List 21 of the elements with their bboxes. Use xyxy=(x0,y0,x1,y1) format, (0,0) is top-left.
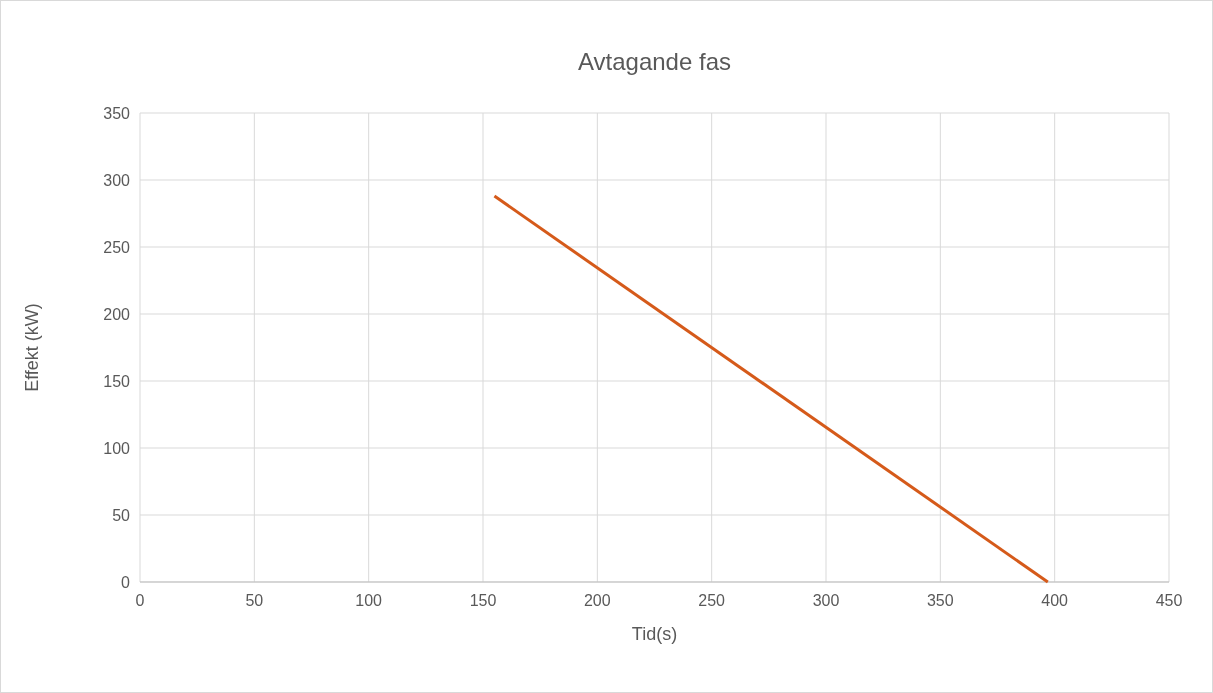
x-tick-label: 50 xyxy=(245,592,264,609)
x-tick-label: 0 xyxy=(135,592,145,609)
y-tick-label: 50 xyxy=(112,506,131,524)
x-tick-label: 200 xyxy=(583,592,611,609)
y-axis-title: Effekt (kW) xyxy=(22,303,42,392)
x-axis-title: Tid(s) xyxy=(631,624,678,644)
y-tick-label: 350 xyxy=(103,104,131,122)
chart-title: Avtagande fas xyxy=(577,48,732,75)
x-tick-label: 400 xyxy=(1041,592,1069,609)
y-tick-label: 100 xyxy=(103,439,131,457)
y-tick-label: 0 xyxy=(121,573,131,591)
y-tick-label: 250 xyxy=(103,238,131,256)
y-tick-label: 300 xyxy=(103,171,131,189)
x-tick-label: 300 xyxy=(812,592,840,609)
x-tick-label: 100 xyxy=(355,592,383,609)
x-tick-label: 450 xyxy=(1155,592,1183,609)
x-tick-label: 150 xyxy=(469,592,497,609)
y-tick-label: 150 xyxy=(103,372,131,390)
x-tick-label: 250 xyxy=(698,592,726,609)
x-tick-label: 350 xyxy=(926,592,954,609)
y-tick-label: 200 xyxy=(103,305,131,323)
